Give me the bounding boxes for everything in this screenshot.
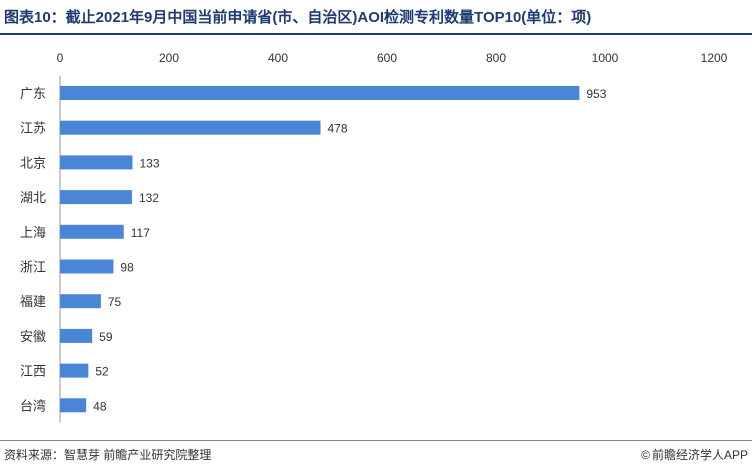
category-label: 浙江 <box>20 260 46 275</box>
source-note: 资料来源：智慧芽 前瞻产业研究院整理 <box>4 448 212 462</box>
category-label: 湖北 <box>20 190 46 205</box>
category-label: 福建 <box>20 294 46 309</box>
category-label: 安徽 <box>20 329 46 344</box>
data-label: 59 <box>99 330 113 344</box>
x-axis-ticks: 0 200 400 600 800 1000 1200 <box>57 51 728 65</box>
category-label: 台湾 <box>20 398 46 413</box>
bar <box>60 363 89 378</box>
title-divider <box>0 33 752 35</box>
category-label: 江苏 <box>20 121 46 136</box>
bar <box>60 190 132 205</box>
bar <box>60 398 87 413</box>
bar <box>60 86 580 100</box>
copyright-logo-icon: © <box>641 448 650 462</box>
bar <box>60 294 101 309</box>
data-label: 953 <box>586 87 606 101</box>
x-tick-label: 400 <box>268 51 288 65</box>
x-tick-label: 200 <box>159 51 179 65</box>
data-label: 117 <box>131 226 150 240</box>
bar <box>60 224 124 239</box>
x-tick-label: 600 <box>377 51 397 65</box>
data-label: 48 <box>93 399 107 413</box>
bar <box>60 155 133 170</box>
bar <box>60 328 93 343</box>
x-tick-label: 1200 <box>701 51 728 65</box>
category-label: 上海 <box>20 225 46 240</box>
credit-label: 前瞻经济学人APP <box>651 448 748 462</box>
x-tick-label: 0 <box>57 51 64 65</box>
data-label: 52 <box>95 365 109 379</box>
data-label: 98 <box>120 261 134 275</box>
footer-divider <box>0 440 752 441</box>
data-label: 132 <box>139 191 159 205</box>
bar <box>60 120 321 135</box>
data-label: 133 <box>139 156 159 170</box>
category-label: 北京 <box>20 155 46 170</box>
data-label: 75 <box>108 295 122 309</box>
x-tick-label: 1000 <box>592 51 619 65</box>
chart-title: 图表10：截止2021年9月中国当前申请省(市、自治区)AOI检测专利数量TOP… <box>4 9 592 26</box>
category-label: 江西 <box>20 364 46 379</box>
category-label: 广东 <box>20 86 46 101</box>
data-label: 478 <box>328 122 348 136</box>
data-labels: 953 478 133 132 117 98 75 59 52 48 <box>93 87 607 413</box>
x-tick-label: 800 <box>486 51 506 65</box>
credit: © 前瞻经济学人APP <box>641 446 748 463</box>
bar <box>60 259 114 274</box>
bars <box>60 86 580 413</box>
